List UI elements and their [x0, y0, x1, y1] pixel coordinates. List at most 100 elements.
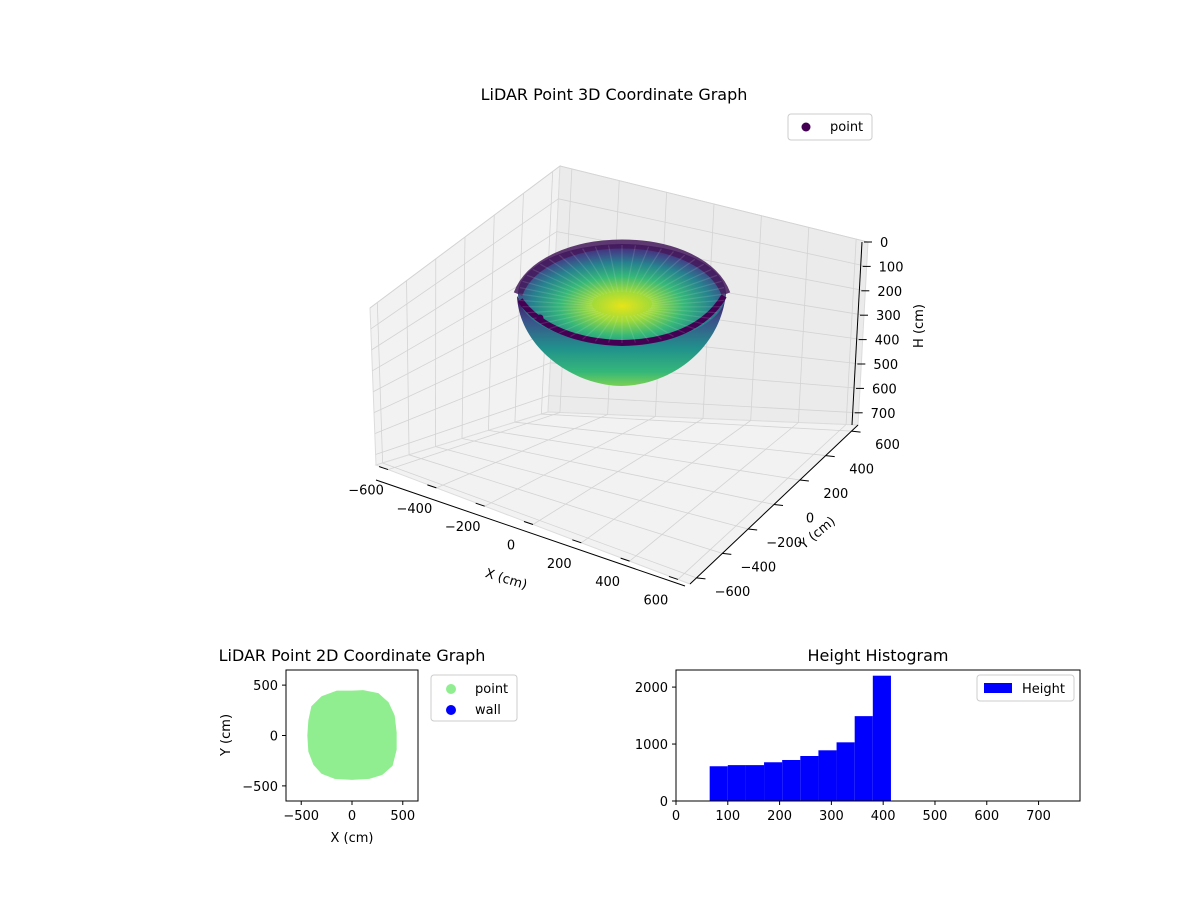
x-tick-3d-2: [475, 502, 485, 507]
bowl-streak-21: [526, 307, 595, 314]
y-tick-label-2d-0: −500: [242, 780, 278, 795]
bowl-streak-26: [522, 280, 594, 302]
x-tick-label-3d-0: −600: [348, 484, 384, 499]
grid-line-y-wall-1: [406, 280, 410, 455]
legend-3d-label: point: [830, 120, 863, 135]
bowl-streak-15: [582, 314, 611, 340]
z-tick-label-3d-4: 400: [875, 334, 900, 349]
y-tick-label-histogram-1: 1000: [635, 738, 668, 753]
x-tick-label-2d-0: −500: [283, 809, 319, 824]
z-axis-label-3d: H (cm): [912, 304, 927, 348]
histogram-bar-2: [745, 765, 765, 801]
bowl-streak-31: [558, 254, 605, 295]
legend-2d: point wall: [430, 674, 518, 722]
bowl-streak-6: [643, 311, 696, 330]
y-axis-label-3d: Y (cm): [796, 514, 839, 553]
y-tick-3d-4: [799, 479, 809, 482]
bowl-streak-14: [594, 315, 615, 342]
bowl-streak-41: [639, 254, 686, 295]
x-tick-label-3d-1: −400: [397, 502, 433, 517]
bowl-streak-46: [650, 280, 722, 302]
bowl-streak-37: [625, 245, 637, 293]
legend-2d-wall-label: wall: [475, 703, 501, 718]
z-tick-label-3d-1: 100: [879, 260, 904, 275]
legend-2d-wall-marker: [446, 705, 456, 715]
y-tick-label-histogram-2: 2000: [635, 681, 668, 696]
x-tick-label-3d-3: 0: [507, 539, 515, 554]
grid-line-z-left-2: [371, 231, 558, 351]
grid-line-x-wall-5: [797, 227, 810, 423]
bowl-streak-42: [642, 258, 696, 297]
bowl-streak-9: [633, 314, 662, 340]
bowl-streak-47: [651, 287, 725, 304]
histogram-bar-8: [854, 716, 873, 801]
chart-histogram: Height Histogram 0 100 200 300 400 500 600 7000…: [635, 646, 1081, 824]
x-tick-label-histogram-2: 200: [767, 809, 792, 824]
ticks-3d: −600−400−2000200400600−600−400−200020040…: [348, 236, 903, 608]
z-tick-label-3d-7: 700: [871, 407, 896, 422]
chart-2d-title: LiDAR Point 2D Coordinate Graph: [219, 646, 486, 665]
x-tick-3d-6: [668, 575, 679, 580]
grid-line-z-right-0: [559, 165, 869, 243]
legend-3d: point: [787, 113, 873, 141]
histogram-bar-6: [818, 750, 837, 801]
point-cloud-bowl: [513, 239, 731, 386]
z-tick-label-3d-0: 0: [880, 236, 888, 251]
x-tick-label-histogram-4: 400: [871, 809, 896, 824]
grid-line-y-2: [435, 446, 749, 530]
bowl-streak-16: [570, 313, 608, 337]
bowl-streak-10: [629, 315, 650, 342]
bowl-streak-39: [632, 248, 662, 294]
x-axis-label-2d: X (cm): [331, 831, 374, 846]
bowl-inner-surface: [518, 244, 726, 344]
y-tick-label-2d-1: 0: [270, 730, 278, 745]
y-tick-label-histogram-0: 0: [660, 795, 668, 810]
bowl-streak-38: [629, 246, 650, 293]
histogram-bar-4: [782, 759, 801, 801]
y-tick-label-3d-2: −200: [766, 536, 802, 551]
legend-histogram: Height: [976, 674, 1075, 702]
grid-line-x-wall-6: [845, 239, 857, 425]
bowl-streak-7: [640, 312, 685, 334]
x-axis-label-3d: X (cm): [483, 566, 529, 593]
x-tick-label-3d-2: −200: [445, 520, 481, 535]
y-tick-label-3d-1: −400: [740, 560, 776, 575]
bowl-streak-0: [651, 293, 726, 305]
bowl-rim-near: [517, 294, 727, 347]
bowl-streak-1: [651, 299, 725, 307]
grid-line-y-wall-0: [376, 302, 384, 463]
bowl-streak-17: [559, 312, 604, 334]
bowl-outer-surface: [517, 292, 726, 386]
grid-line-z-left-0: [369, 165, 561, 309]
legend-2d-point-marker: [446, 684, 456, 694]
legend-3d-marker: [801, 122, 811, 132]
y-axis-label-2d: Y (cm): [219, 714, 234, 757]
bowl-streak-18: [548, 311, 601, 330]
y-tick-label-3d-6: 600: [875, 438, 900, 453]
y-tick-3d-0: [696, 577, 706, 580]
bowl-streak-3: [649, 307, 718, 314]
ticks-2d: −500 0 500 −500 0 500: [242, 679, 415, 824]
histogram-bar-0: [709, 766, 728, 801]
chart-3d-title: LiDAR Point 3D Coordinate Graph: [481, 85, 748, 104]
bowl-streak-45: [649, 274, 718, 300]
bowl-streak-44: [647, 268, 712, 299]
outlier-point: [536, 314, 544, 322]
bowl-streak-8: [636, 313, 674, 337]
ticks-histogram: 0 100 200 300 400 500 600 700 0 1000 2000: [635, 681, 1051, 824]
bowl-streak-11: [625, 315, 637, 343]
bowl-streak-27: [526, 274, 595, 300]
bowl-rim-far: [513, 239, 731, 296]
grid-line-y-4: [488, 429, 800, 481]
legend-2d-point-label: point: [475, 682, 508, 697]
grid-line-y-0: [382, 462, 697, 579]
x-tick-3d-4: [572, 539, 582, 544]
grid-line-y-1: [408, 454, 723, 554]
bowl-streak-34: [594, 246, 615, 293]
bowl-streak-40: [636, 251, 674, 295]
x-tick-label-histogram-7: 700: [1026, 809, 1051, 824]
y-tick-label-2d-2: 500: [253, 679, 278, 694]
z-tick-label-3d-6: 600: [872, 382, 897, 397]
bowl-streak-19: [540, 310, 599, 325]
